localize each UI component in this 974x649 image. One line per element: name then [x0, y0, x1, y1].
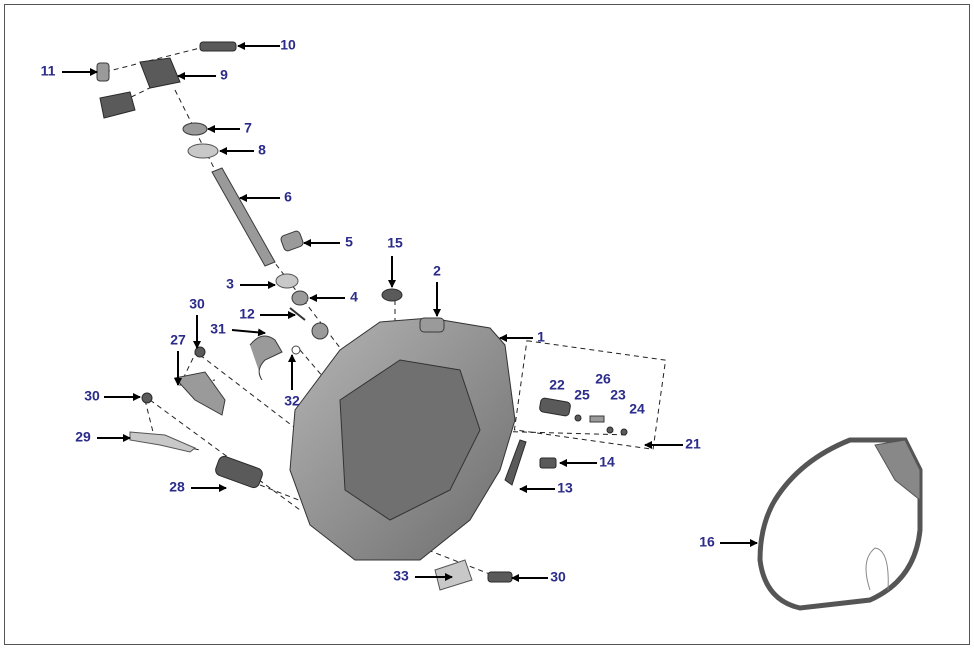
callout-arrow	[231, 328, 266, 337]
callout-label: 30	[550, 569, 566, 585]
callout-label: 5	[345, 234, 353, 250]
callout-label: 2	[433, 263, 441, 279]
callout-label: 13	[557, 480, 573, 496]
callout-label: 30	[84, 388, 100, 404]
callout-label: 26	[595, 371, 611, 387]
callout-label: 23	[610, 387, 626, 403]
callout-label: 7	[244, 120, 252, 136]
callout-label: 3	[226, 276, 234, 292]
callout-label: 9	[220, 67, 228, 83]
callout-label: 30	[189, 296, 205, 312]
callout-label: 16	[699, 534, 715, 550]
callout-label: 10	[280, 37, 296, 53]
callout-label: 28	[169, 479, 185, 495]
callout-label: 1	[537, 329, 545, 345]
callout-label: 25	[574, 387, 590, 403]
callout-label: 27	[170, 332, 186, 348]
callout-label: 14	[599, 454, 615, 470]
callout-label: 6	[284, 189, 292, 205]
frame	[4, 4, 970, 645]
callout-label: 29	[75, 429, 91, 445]
callout-label: 33	[393, 568, 409, 584]
callout-label: 11	[41, 63, 56, 79]
callout-label: 12	[239, 306, 255, 322]
callout-label: 24	[629, 401, 645, 417]
callout-label: 32	[284, 393, 300, 409]
callout-label: 22	[549, 377, 565, 393]
parts	[96, 41, 923, 611]
callout-label: 21	[685, 436, 701, 452]
callout-label: 31	[210, 321, 226, 337]
callout-label: 8	[258, 142, 266, 158]
callout-label: 15	[387, 235, 403, 251]
callout-label: 4	[350, 289, 358, 305]
